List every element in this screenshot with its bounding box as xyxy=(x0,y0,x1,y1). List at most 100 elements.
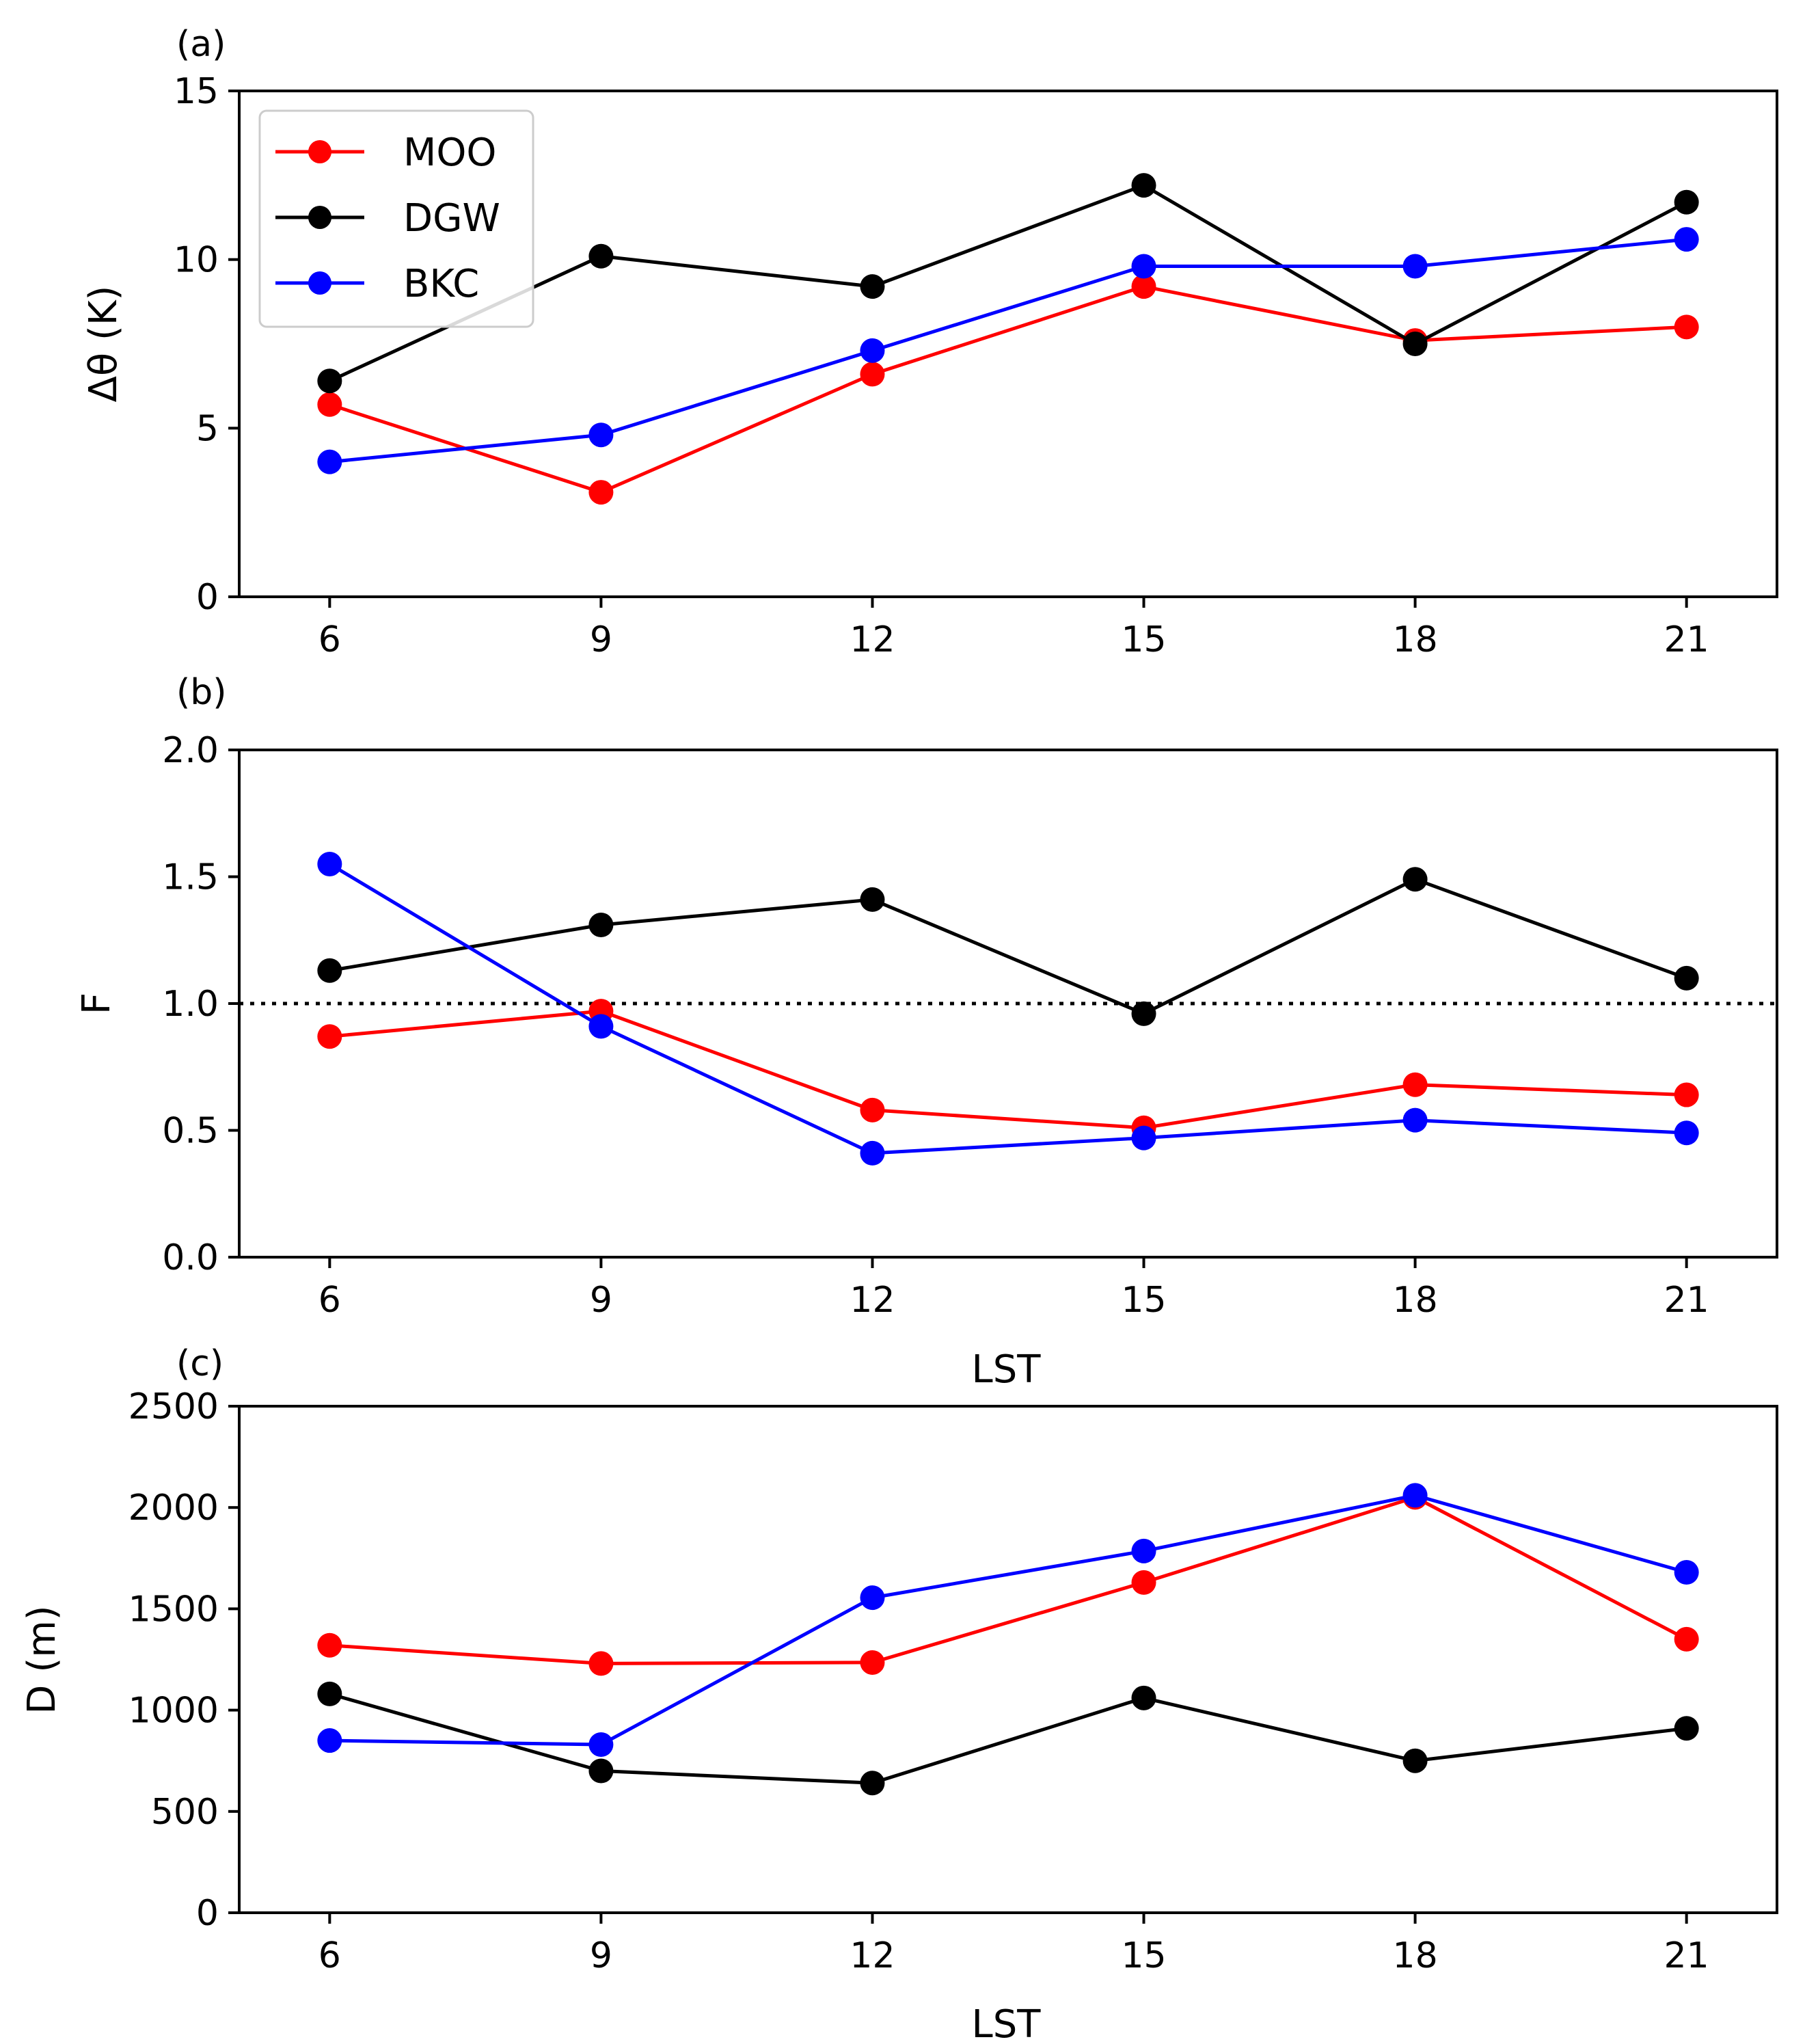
data-point-moo xyxy=(1131,1570,1156,1595)
panel-label: (c) xyxy=(176,1343,223,1384)
data-point-dgw xyxy=(860,887,885,912)
data-point-dgw xyxy=(1402,1748,1428,1773)
x-tick-label: 6 xyxy=(318,1280,341,1321)
data-point-bkc xyxy=(1674,1560,1699,1585)
data-point-dgw xyxy=(1131,173,1156,198)
data-point-dgw xyxy=(1674,1716,1699,1741)
data-point-moo xyxy=(860,1097,885,1122)
data-point-dgw xyxy=(1674,189,1699,215)
data-point-bkc xyxy=(1674,1120,1699,1146)
data-point-moo xyxy=(1402,1072,1428,1097)
x-tick-label: 9 xyxy=(590,1280,612,1321)
x-tick-label: 21 xyxy=(1664,1280,1709,1321)
series-line-bkc xyxy=(329,862,1687,1155)
legend-marker-moo xyxy=(308,140,331,163)
y-tick-label: 2.0 xyxy=(162,730,219,771)
data-point-bkc xyxy=(1131,1538,1156,1563)
series-group xyxy=(317,1483,1699,1796)
panel-a: (a) Δθ (K) 6 9 12 15 18 21 0 5 10 15 MOO DGW BKC xyxy=(81,24,1778,660)
x-tick-label: 15 xyxy=(1121,1935,1166,1976)
legend-marker-dgw xyxy=(308,206,331,229)
legend: MOO DGW BKC xyxy=(258,109,534,328)
x-tick-label: 12 xyxy=(850,619,895,660)
y-tick-label: 15 xyxy=(174,71,219,112)
data-point-bkc xyxy=(317,449,342,474)
series-group xyxy=(317,173,1699,505)
series-line-dgw xyxy=(329,877,1687,1016)
data-point-bkc xyxy=(1402,1483,1428,1508)
data-point-bkc xyxy=(860,338,885,363)
series-line-dgw xyxy=(329,183,1687,383)
y-axis-label: F xyxy=(74,993,119,1014)
legend-label-dgw: DGW xyxy=(403,196,500,241)
data-point-dgw xyxy=(588,1758,614,1784)
data-point-moo xyxy=(1674,1626,1699,1652)
data-point-dgw xyxy=(1402,332,1428,356)
panel-label: (a) xyxy=(176,24,226,65)
series-group xyxy=(317,851,1699,1166)
x-tick-label: 12 xyxy=(850,1280,895,1321)
data-point-dgw xyxy=(860,274,885,299)
data-point-dgw xyxy=(1131,1685,1156,1710)
x-tick-label: 9 xyxy=(590,619,612,660)
series-line-moo xyxy=(329,284,1687,494)
data-point-bkc xyxy=(1674,227,1699,252)
data-point-bkc xyxy=(317,1728,342,1753)
data-point-moo xyxy=(588,480,614,505)
x-tick-label: 15 xyxy=(1121,619,1166,660)
data-point-dgw xyxy=(1402,867,1428,892)
ticks-group: 6 9 12 15 18 21 0 5 10 15 xyxy=(174,71,1709,660)
data-point-moo xyxy=(1131,274,1156,299)
legend-marker-bkc xyxy=(308,271,331,295)
y-tick-label: 0 xyxy=(196,1893,219,1934)
data-point-dgw xyxy=(317,1681,342,1706)
data-point-moo xyxy=(317,1632,342,1658)
data-point-dgw xyxy=(860,1771,885,1796)
y-axis-label: D (m) xyxy=(20,1605,64,1714)
y-tick-label: 1500 xyxy=(128,1589,219,1630)
y-axis-label: Δθ (K) xyxy=(81,286,126,403)
y-tick-label: 500 xyxy=(151,1792,219,1833)
data-point-bkc xyxy=(317,851,342,876)
plot-area-frame xyxy=(238,90,1778,598)
data-point-moo xyxy=(317,1024,342,1049)
data-point-moo xyxy=(1674,314,1699,340)
x-tick-label: 18 xyxy=(1393,1280,1438,1321)
x-tick-label: 18 xyxy=(1393,619,1438,660)
x-tick-label: 15 xyxy=(1121,1280,1166,1321)
data-point-dgw xyxy=(588,912,614,937)
x-tick-label: 12 xyxy=(850,1935,895,1976)
x-tick-label: 6 xyxy=(318,1935,341,1976)
data-point-dgw xyxy=(317,958,342,983)
data-point-bkc xyxy=(860,1140,885,1166)
y-tick-label: 0 xyxy=(196,577,219,618)
data-point-bkc xyxy=(1402,254,1428,279)
x-tick-label: 9 xyxy=(590,1935,612,1976)
series-line-bkc xyxy=(329,1493,1687,1747)
data-point-bkc xyxy=(588,422,614,448)
legend-label-moo: MOO xyxy=(403,131,496,175)
data-point-bkc xyxy=(588,1732,614,1757)
data-point-moo xyxy=(1674,1082,1699,1107)
ticks-group: 6 9 12 15 18 21 0.0 0.5 1.0 1.5 2.0 xyxy=(162,730,1709,1321)
series-line-dgw xyxy=(329,1692,1687,1785)
legend-frame xyxy=(258,109,534,328)
x-tick-label: 21 xyxy=(1664,1935,1709,1976)
y-tick-label: 1.5 xyxy=(162,857,219,898)
y-tick-label: 1.0 xyxy=(162,984,219,1025)
data-point-moo xyxy=(317,392,342,417)
y-tick-label: 1000 xyxy=(128,1691,219,1732)
ticks-group: 6 9 12 15 18 21 0 500 1000 1500 2000 2500 xyxy=(128,1386,1709,1976)
legend-label-bkc: BKC xyxy=(403,262,479,306)
y-tick-label: 2500 xyxy=(128,1386,219,1427)
data-point-moo xyxy=(588,1651,614,1676)
data-point-dgw xyxy=(588,243,614,269)
series-line-moo xyxy=(329,1009,1687,1130)
plot-area-frame xyxy=(238,1405,1778,1914)
data-point-bkc xyxy=(1131,1125,1156,1151)
data-point-bkc xyxy=(1402,1107,1428,1133)
data-point-bkc xyxy=(860,1585,885,1611)
y-tick-label: 2000 xyxy=(128,1488,219,1529)
data-point-bkc xyxy=(588,1014,614,1039)
data-point-moo xyxy=(860,1650,885,1675)
